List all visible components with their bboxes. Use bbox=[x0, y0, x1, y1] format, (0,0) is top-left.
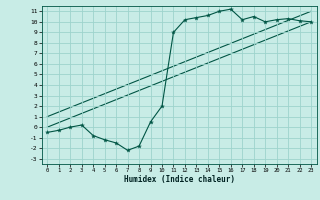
X-axis label: Humidex (Indice chaleur): Humidex (Indice chaleur) bbox=[124, 175, 235, 184]
